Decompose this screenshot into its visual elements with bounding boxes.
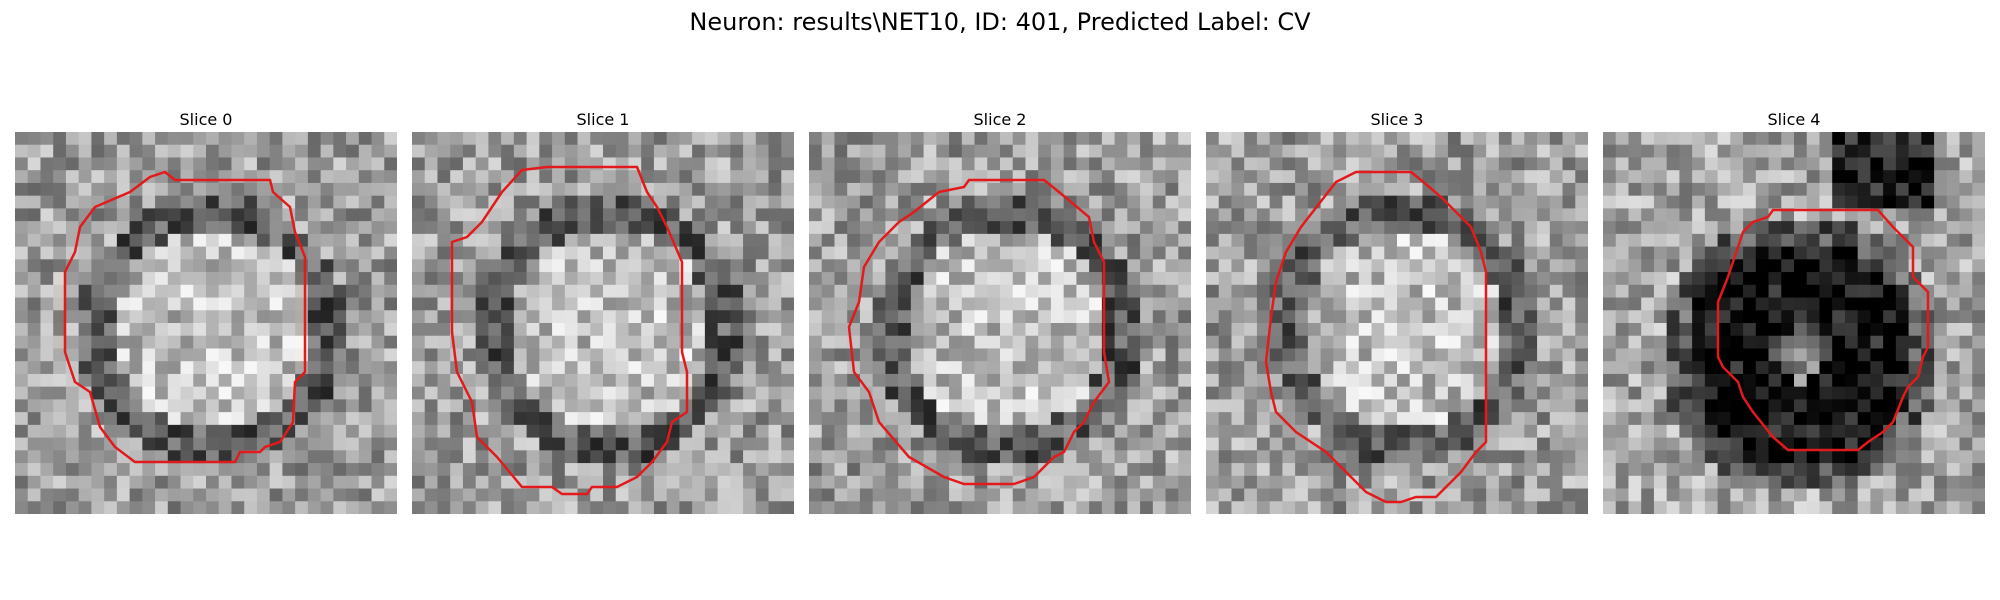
pixel-grid — [809, 132, 1191, 514]
slice-title-1: Slice 1 — [576, 110, 630, 129]
segmentation-contour — [1716, 208, 1930, 452]
figure-title: Neuron: results\NET10, ID: 401, Predicte… — [689, 8, 1311, 36]
slice-image-4 — [1603, 132, 1985, 514]
segmentation-contour — [847, 178, 1111, 486]
slice-panel-0: Slice 0 — [15, 108, 397, 514]
pixel-grid — [412, 132, 794, 514]
pixel-grid — [1206, 132, 1588, 514]
segmentation-contour — [63, 170, 307, 464]
slice-panel-1: Slice 1 — [412, 108, 794, 514]
slice-image-3 — [1206, 132, 1588, 514]
slice-image-0 — [15, 132, 397, 514]
pixel-grid — [15, 132, 397, 514]
segmentation-contour — [1264, 170, 1488, 504]
slice-panel-3: Slice 3 — [1206, 108, 1588, 514]
segmentation-contour — [450, 165, 689, 496]
slice-panel-4: Slice 4 — [1603, 108, 1985, 514]
slice-title-0: Slice 0 — [179, 110, 233, 129]
pixel-grid — [1603, 132, 1985, 514]
slice-title-2: Slice 2 — [973, 110, 1027, 129]
slice-image-2 — [809, 132, 1191, 514]
slice-panel-2: Slice 2 — [809, 108, 1191, 514]
slice-image-1 — [412, 132, 794, 514]
slice-title-3: Slice 3 — [1370, 110, 1424, 129]
slice-title-4: Slice 4 — [1767, 110, 1821, 129]
